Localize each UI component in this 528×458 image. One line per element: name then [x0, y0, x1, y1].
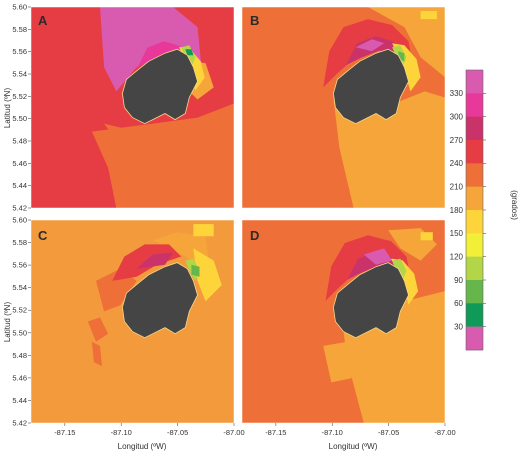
y-tick-label: 5.60 [12, 216, 27, 225]
colorbar-segment [466, 326, 483, 351]
y-tick-label: 5.52 [12, 92, 27, 101]
colorbar-segment [466, 163, 483, 187]
field-region [420, 11, 437, 20]
x-tick-label: -87.15 [265, 428, 286, 437]
y-tick-label: 5.54 [12, 70, 27, 79]
panel-c [31, 220, 234, 423]
y-tick-label: 5.42 [12, 204, 27, 213]
y-tick-label: 5.50 [12, 328, 27, 337]
y-tick-label: 5.46 [12, 159, 27, 168]
colorbar-segment [466, 116, 483, 141]
y-axis-label-top: Latitud (ºN) [3, 88, 12, 129]
field-region [193, 224, 214, 237]
field-region [91, 341, 102, 367]
panel-label-c: C [38, 228, 48, 243]
y-tick-label: 5.42 [12, 419, 27, 428]
field-region [420, 232, 433, 241]
field-region [367, 7, 445, 78]
colorbar-segment [466, 93, 483, 117]
colorbar-segment [466, 303, 483, 327]
y-axis-label-bottom: Latitud (ºN) [3, 302, 12, 343]
panel-a [31, 7, 234, 208]
y-tick-label: 5.46 [12, 373, 27, 382]
field-region [323, 19, 413, 88]
field-region [392, 258, 407, 281]
panel-b [242, 7, 445, 208]
colorbar-label: (grados) [510, 190, 519, 220]
y-tick-label: 5.56 [12, 47, 27, 56]
colorbar-tick-label: 120 [450, 252, 464, 261]
x-tick-label: -87.10 [111, 428, 132, 437]
y-tick-label: 5.50 [12, 114, 27, 123]
island-shape [332, 48, 409, 125]
colorbar-segment [466, 280, 483, 304]
x-tick-label: -87.10 [322, 428, 343, 437]
x-tick-label: -87.00 [434, 428, 455, 437]
y-axis-top: 5.60 5.58 5.56 5.54 5.52 5.50 5.48 5.46 5.44 5.42 [12, 3, 31, 213]
field-region [323, 341, 352, 383]
x-tick-label: -87.05 [167, 428, 188, 437]
colorbar-segment [466, 186, 483, 211]
colorbar-segment [466, 140, 483, 164]
colorbar-segment [466, 70, 483, 94]
colorbar-segment [466, 233, 483, 257]
island-shape [121, 262, 198, 339]
y-tick-label: 5.58 [12, 238, 27, 247]
x-axis-left: -87.15 -87.10 -87.05 -87.00 [54, 423, 245, 437]
field-region [325, 235, 411, 301]
field-region [96, 268, 137, 312]
colorbar-tick-label: 150 [450, 229, 464, 238]
y-tick-label: 5.52 [12, 306, 27, 315]
panel-label-d: D [250, 228, 259, 243]
colorbar-tick-label: 60 [454, 299, 463, 308]
colorbar-tick-label: 300 [450, 112, 464, 121]
panel-label-b: B [250, 13, 259, 28]
y-tick-label: 5.56 [12, 261, 27, 270]
field-region [191, 264, 200, 277]
colorbar-tick-label: 240 [450, 159, 464, 168]
x-tick-label: -87.00 [223, 428, 244, 437]
colorbar-tick-label: 90 [454, 276, 463, 285]
y-tick-label: 5.60 [12, 3, 27, 12]
colorbar-segment [466, 210, 483, 234]
field-region [104, 123, 149, 152]
x-tick-label: -87.05 [378, 428, 399, 437]
field-region [87, 317, 109, 342]
y-tick-label: 5.44 [12, 396, 27, 405]
colorbar-segment [466, 256, 483, 281]
y-tick-label: 5.48 [12, 351, 27, 360]
y-tick-label: 5.44 [12, 181, 27, 190]
field-region [355, 39, 385, 52]
field-region [137, 41, 184, 67]
x-axis-label-right: Longitud (ºW) [329, 442, 378, 451]
field-region [193, 248, 222, 302]
x-axis-label-left: Longitud (ºW) [118, 442, 167, 451]
island-shape [332, 262, 409, 339]
y-axis-bottom: 5.60 5.58 5.56 5.54 5.52 5.50 5.48 5.46 5.44 5.42 [12, 216, 31, 428]
colorbar-tick-label: 270 [450, 136, 464, 145]
colorbar-tick-label: 30 [454, 322, 463, 331]
colorbar-tick-label: 210 [450, 182, 464, 191]
y-tick-label: 5.48 [12, 137, 27, 146]
field-region [185, 49, 194, 56]
colorbar: 330 300 270 240 210 180 150 120 90 60 30 [450, 69, 486, 351]
y-tick-label: 5.58 [12, 25, 27, 34]
panel-label-a: A [38, 13, 48, 28]
panel-d [242, 220, 445, 423]
y-tick-label: 5.54 [12, 283, 27, 292]
island-shape [121, 48, 198, 125]
field-region [363, 248, 393, 265]
x-axis-right: -87.15 -87.10 -87.05 -87.00 [265, 423, 456, 437]
colorbar-tick-label: 180 [450, 206, 464, 215]
x-tick-label: -87.15 [54, 428, 75, 437]
colorbar-tick-label: 330 [450, 89, 464, 98]
field-region [136, 252, 174, 269]
